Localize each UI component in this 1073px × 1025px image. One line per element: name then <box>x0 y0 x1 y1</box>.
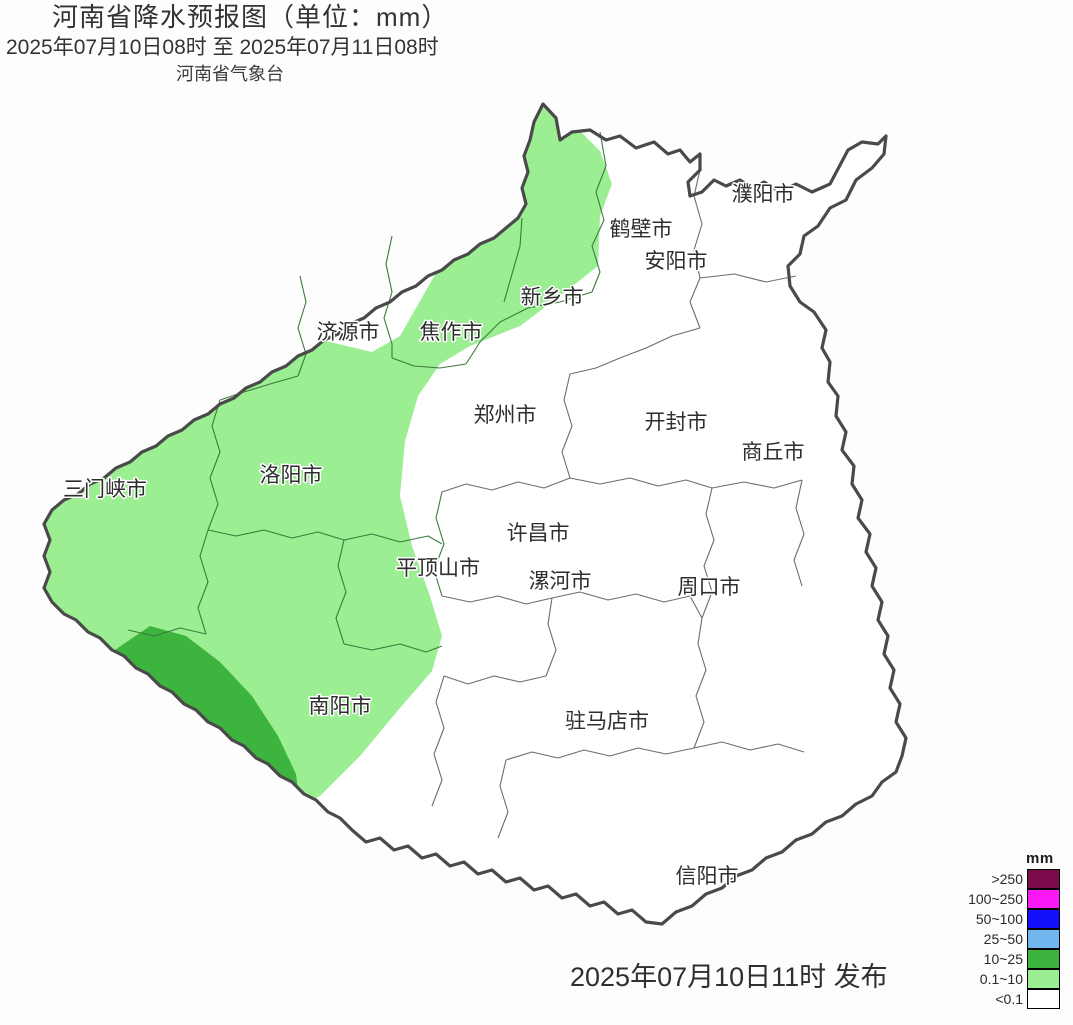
city-label: 焦作市 <box>420 321 483 344</box>
legend-row: 10~25 <box>968 949 1060 969</box>
legend-row: 0.1~10 <box>968 969 1060 989</box>
city-label: 商丘市 <box>742 441 805 464</box>
city-label: 南阳市 <box>309 695 372 718</box>
city-label: 济源市 <box>317 321 380 344</box>
city-label: 平顶山市 <box>396 557 480 580</box>
city-label: 许昌市 <box>507 522 570 545</box>
legend-range-label: 25~50 <box>983 931 1023 947</box>
legend-row: 50~100 <box>968 909 1060 929</box>
prefecture-boundaries <box>127 131 805 839</box>
page-title: 河南省降水预报图（单位：mm） <box>52 2 449 32</box>
map-canvas: 濮阳市鹤壁市安阳市新乡市焦作市 济源市郑州市 开封市商丘市洛阳市三门峡市许昌市平顶山… <box>0 96 1073 926</box>
province-outline <box>42 102 908 926</box>
legend-row: <0.1 <box>968 989 1060 1009</box>
city-label: 濮阳市 <box>732 183 795 206</box>
legend-row: 100~250 <box>968 889 1060 909</box>
release-timestamp: 2025年07月10日11时 发布 <box>570 962 888 992</box>
legend-range-label: 100~250 <box>968 891 1023 907</box>
city-label: 洛阳市 <box>260 464 323 487</box>
city-label: 漯河市 <box>529 570 592 593</box>
legend-range-label: 10~25 <box>983 951 1023 967</box>
legend: mm >250 100~250 50~100 25~50 10~25 0.1~10 <0.1 <box>968 850 1060 1009</box>
legend-color-swatch <box>1027 869 1060 889</box>
legend-row: >250 <box>968 869 1060 889</box>
city-label: 开封市 <box>645 411 708 434</box>
legend-unit-label: mm <box>1026 850 1054 867</box>
legend-rows: >250 100~250 50~100 25~50 10~25 0.1~10 <0.1 <box>968 869 1060 1009</box>
issuing-agency: 河南省气象台 <box>176 64 284 85</box>
city-label: 安阳市 <box>645 250 708 273</box>
map-header: 河南省降水预报图（单位：mm） 2025年07月10日08时 至 2025年07… <box>0 0 1073 88</box>
legend-row: 25~50 <box>968 929 1060 949</box>
legend-color-swatch <box>1027 929 1060 949</box>
legend-color-swatch <box>1027 909 1060 929</box>
legend-color-swatch <box>1027 969 1060 989</box>
city-label: 新乡市 <box>521 286 584 309</box>
legend-range-label: >250 <box>991 871 1023 887</box>
city-label: 三门峡市 <box>63 478 147 501</box>
legend-color-swatch <box>1027 889 1060 909</box>
legend-range-label: 0.1~10 <box>979 971 1023 987</box>
city-label: 周口市 <box>678 576 741 599</box>
legend-color-swatch <box>1027 989 1060 1009</box>
city-label: 郑州市 <box>474 404 537 427</box>
forecast-period: 2025年07月10日08时 至 2025年07月11日08时 <box>6 36 439 59</box>
legend-range-label: 50~100 <box>975 911 1023 927</box>
legend-range-label: <0.1 <box>995 991 1023 1007</box>
city-label: 信阳市 <box>676 865 739 888</box>
legend-color-swatch <box>1027 949 1060 969</box>
city-label: 鹤壁市 <box>610 218 673 241</box>
city-label: 驻马店市 <box>565 710 649 733</box>
